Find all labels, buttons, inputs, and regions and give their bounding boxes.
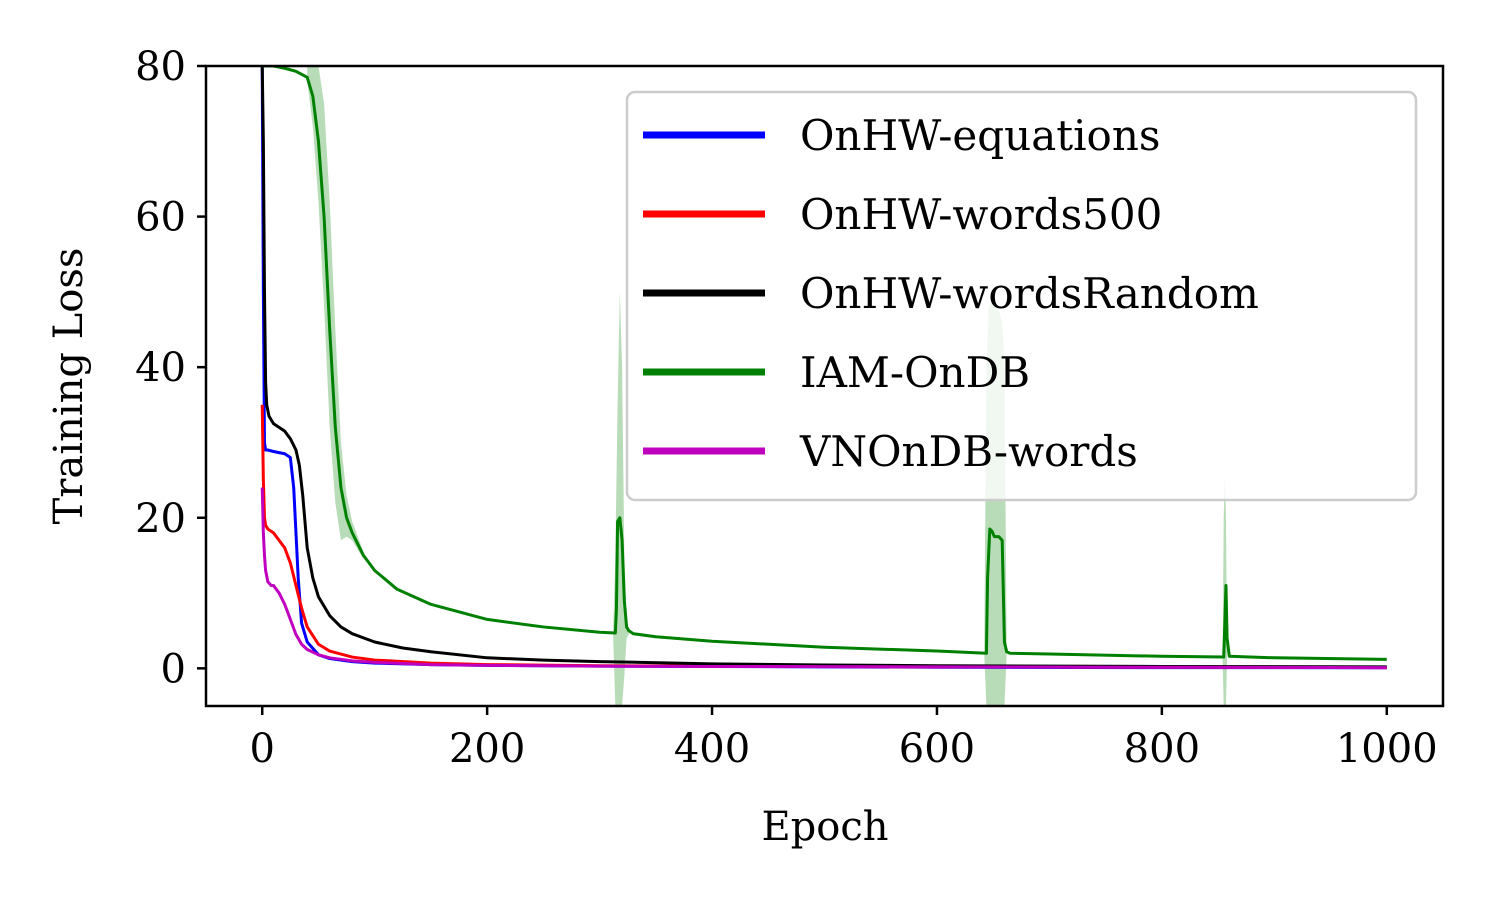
y-tick-label: 40	[135, 345, 186, 391]
x-axis-label: Epoch	[761, 804, 888, 850]
series-lines	[260, 66, 1387, 670]
series-line-onhw-wordsrandom	[260, 66, 1387, 669]
series-line-vnondb-words	[260, 487, 1387, 670]
legend-box	[625, 90, 1418, 502]
x-tick-label: 600	[899, 726, 975, 772]
y-tick-label: 20	[135, 496, 186, 542]
legend-label-onhw-wordsrandom: OnHW-wordsRandom	[800, 269, 1259, 318]
x-tick-label: 0	[250, 726, 275, 772]
x-tick-label: 800	[1124, 726, 1200, 772]
y-tick-label: 80	[135, 44, 186, 90]
plot-frame	[204, 64, 1445, 708]
legend: OnHW-equations OnHW-words500 OnHW-wordsRan…	[625, 90, 1418, 502]
x-tick-label: 1000	[1336, 726, 1438, 772]
legend-label-onhw-words500: OnHW-words500	[800, 190, 1162, 239]
y-axis-ticks: 0 20 40 60 80	[135, 44, 206, 692]
legend-label-vnondb-words: VNOnDB-words	[799, 427, 1138, 476]
x-tick-label: 400	[674, 726, 750, 772]
band-0	[307, 66, 364, 560]
x-axis-ticks: 0 200 400 600 800 1000	[250, 706, 1438, 772]
y-tick-label: 0	[161, 646, 186, 692]
legend-label-iam-ondb: IAM-OnDB	[800, 348, 1030, 397]
x-tick-label: 200	[449, 726, 525, 772]
y-axis-label: Training Loss	[46, 248, 92, 525]
legend-label-onhw-equations: OnHW-equations	[800, 111, 1160, 160]
y-tick-label: 60	[135, 195, 186, 241]
series-line-iam-ondb	[262, 66, 1387, 661]
